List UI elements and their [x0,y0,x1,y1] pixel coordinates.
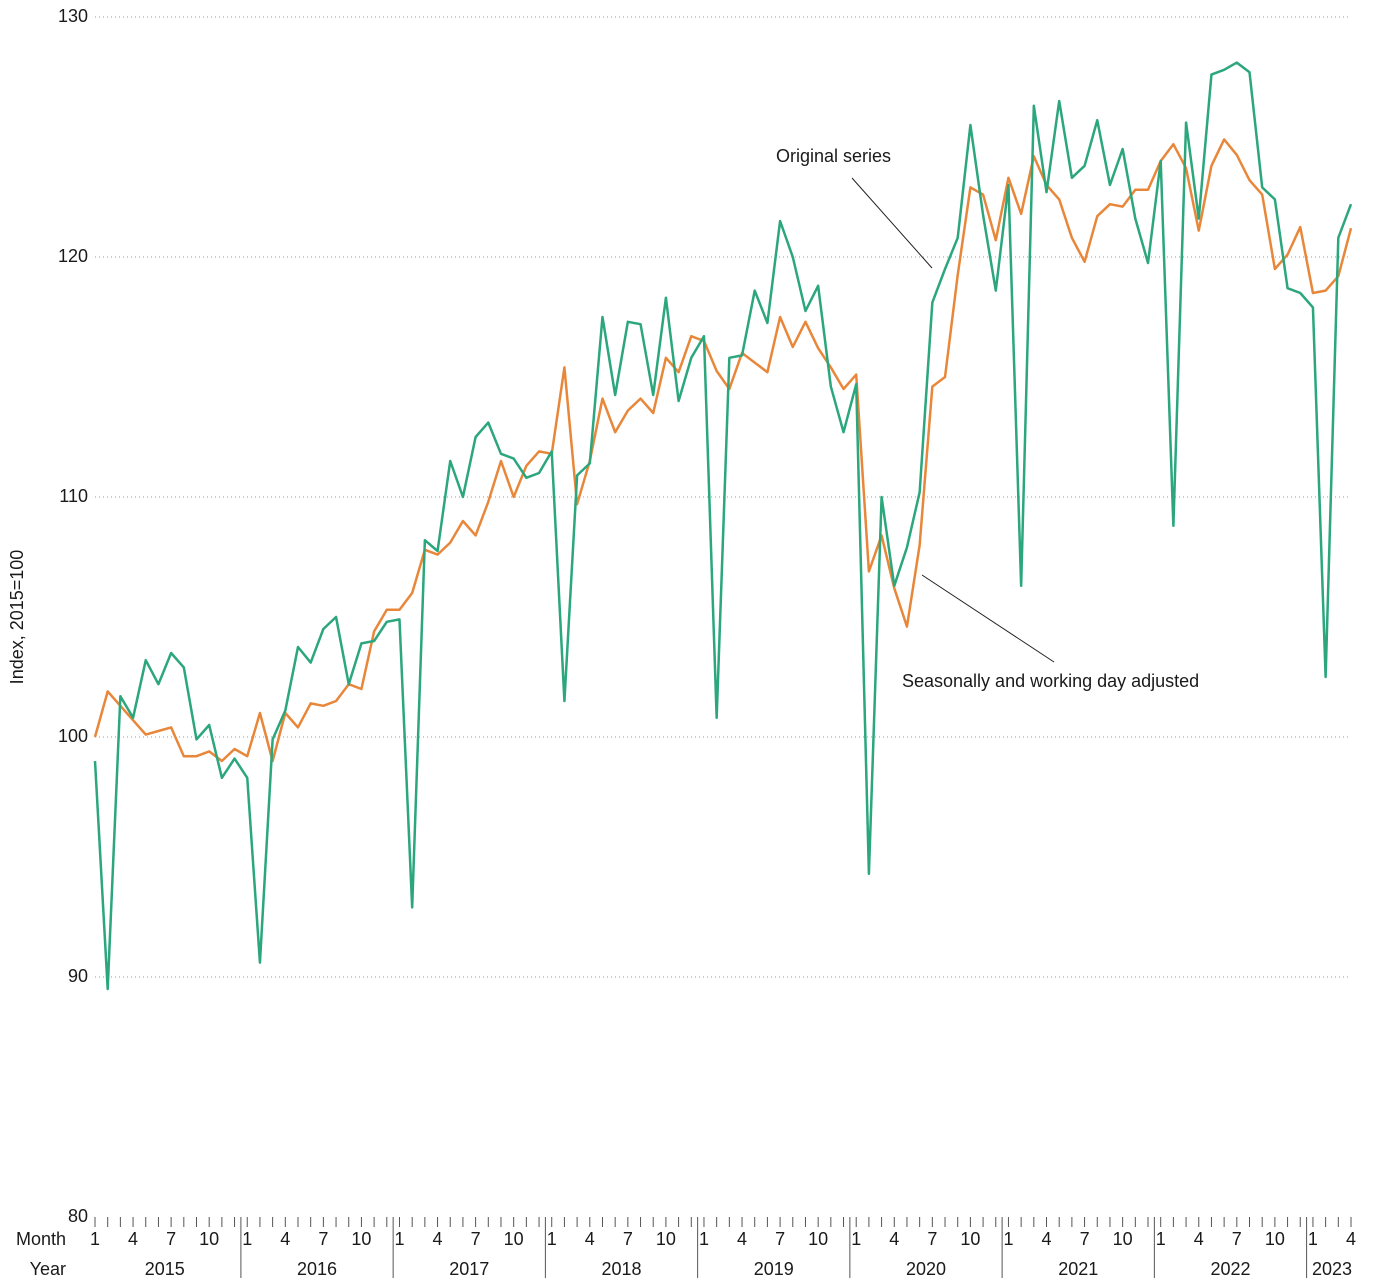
annotation: Original series [776,146,891,166]
x-tick-label: 1 [1156,1229,1166,1249]
x-tick-label: 7 [471,1229,481,1249]
x-tick-label: 4 [280,1229,290,1249]
x-tick-label: 7 [318,1229,328,1249]
leader-line [921,574,1055,663]
year-label: 2015 [145,1259,185,1279]
x-tick-label: 7 [927,1229,937,1249]
x-tick-label: 4 [737,1229,747,1249]
month-row-label: Month [16,1229,66,1249]
x-tick-label: 1 [394,1229,404,1249]
x-tick-label: 4 [889,1229,899,1249]
x-tick-label: 4 [585,1229,595,1249]
x-tick-label: 10 [656,1229,676,1249]
x-tick-label: 10 [504,1229,524,1249]
x-tick-label: 4 [1042,1229,1052,1249]
y-tick-label: 90 [68,966,88,986]
leader-line [851,177,933,269]
x-tick-label: 1 [851,1229,861,1249]
x-tick-label: 4 [128,1229,138,1249]
x-tick-label: 10 [199,1229,219,1249]
x-tick-label: 10 [1113,1229,1133,1249]
year-row-label: Year [30,1259,66,1279]
year-label: 2017 [449,1259,489,1279]
x-tick-label: 1 [242,1229,252,1249]
x-tick-label: 1 [699,1229,709,1249]
year-label: 2019 [754,1259,794,1279]
x-tick-label: 1 [547,1229,557,1249]
x-tick-label: 1 [1003,1229,1013,1249]
y-tick-label: 80 [68,1206,88,1226]
y-axis-label: Index, 2015=100 [7,550,27,685]
series-line [93,138,1353,763]
y-tick-label: 110 [59,486,88,506]
x-tick-label: 7 [1080,1229,1090,1249]
x-tick-label: 10 [808,1229,828,1249]
year-label: 2016 [297,1259,337,1279]
x-tick-label: 4 [1194,1229,1204,1249]
x-tick-label: 7 [166,1229,176,1249]
y-tick-label: 120 [58,246,88,266]
x-tick-label: 4 [1346,1229,1356,1249]
year-label: 2020 [906,1259,946,1279]
annotation: Seasonally and working day adjusted [902,671,1199,691]
x-tick-label: 10 [1265,1229,1285,1249]
x-tick-label: 10 [960,1229,980,1249]
year-label: 2022 [1210,1259,1250,1279]
x-tick-label: 7 [623,1229,633,1249]
x-tick-label: 1 [1308,1229,1318,1249]
x-tick-label: 7 [775,1229,785,1249]
y-tick-label: 130 [58,6,88,26]
x-tick-label: 10 [351,1229,371,1249]
year-label: 2023 [1312,1259,1352,1279]
x-tick-label: 4 [433,1229,443,1249]
year-label: 2021 [1058,1259,1098,1279]
x-tick-label: 1 [90,1229,100,1249]
x-tick-label: 7 [1232,1229,1242,1249]
y-tick-label: 100 [58,726,88,746]
year-label: 2018 [601,1259,641,1279]
series-line [93,61,1353,991]
